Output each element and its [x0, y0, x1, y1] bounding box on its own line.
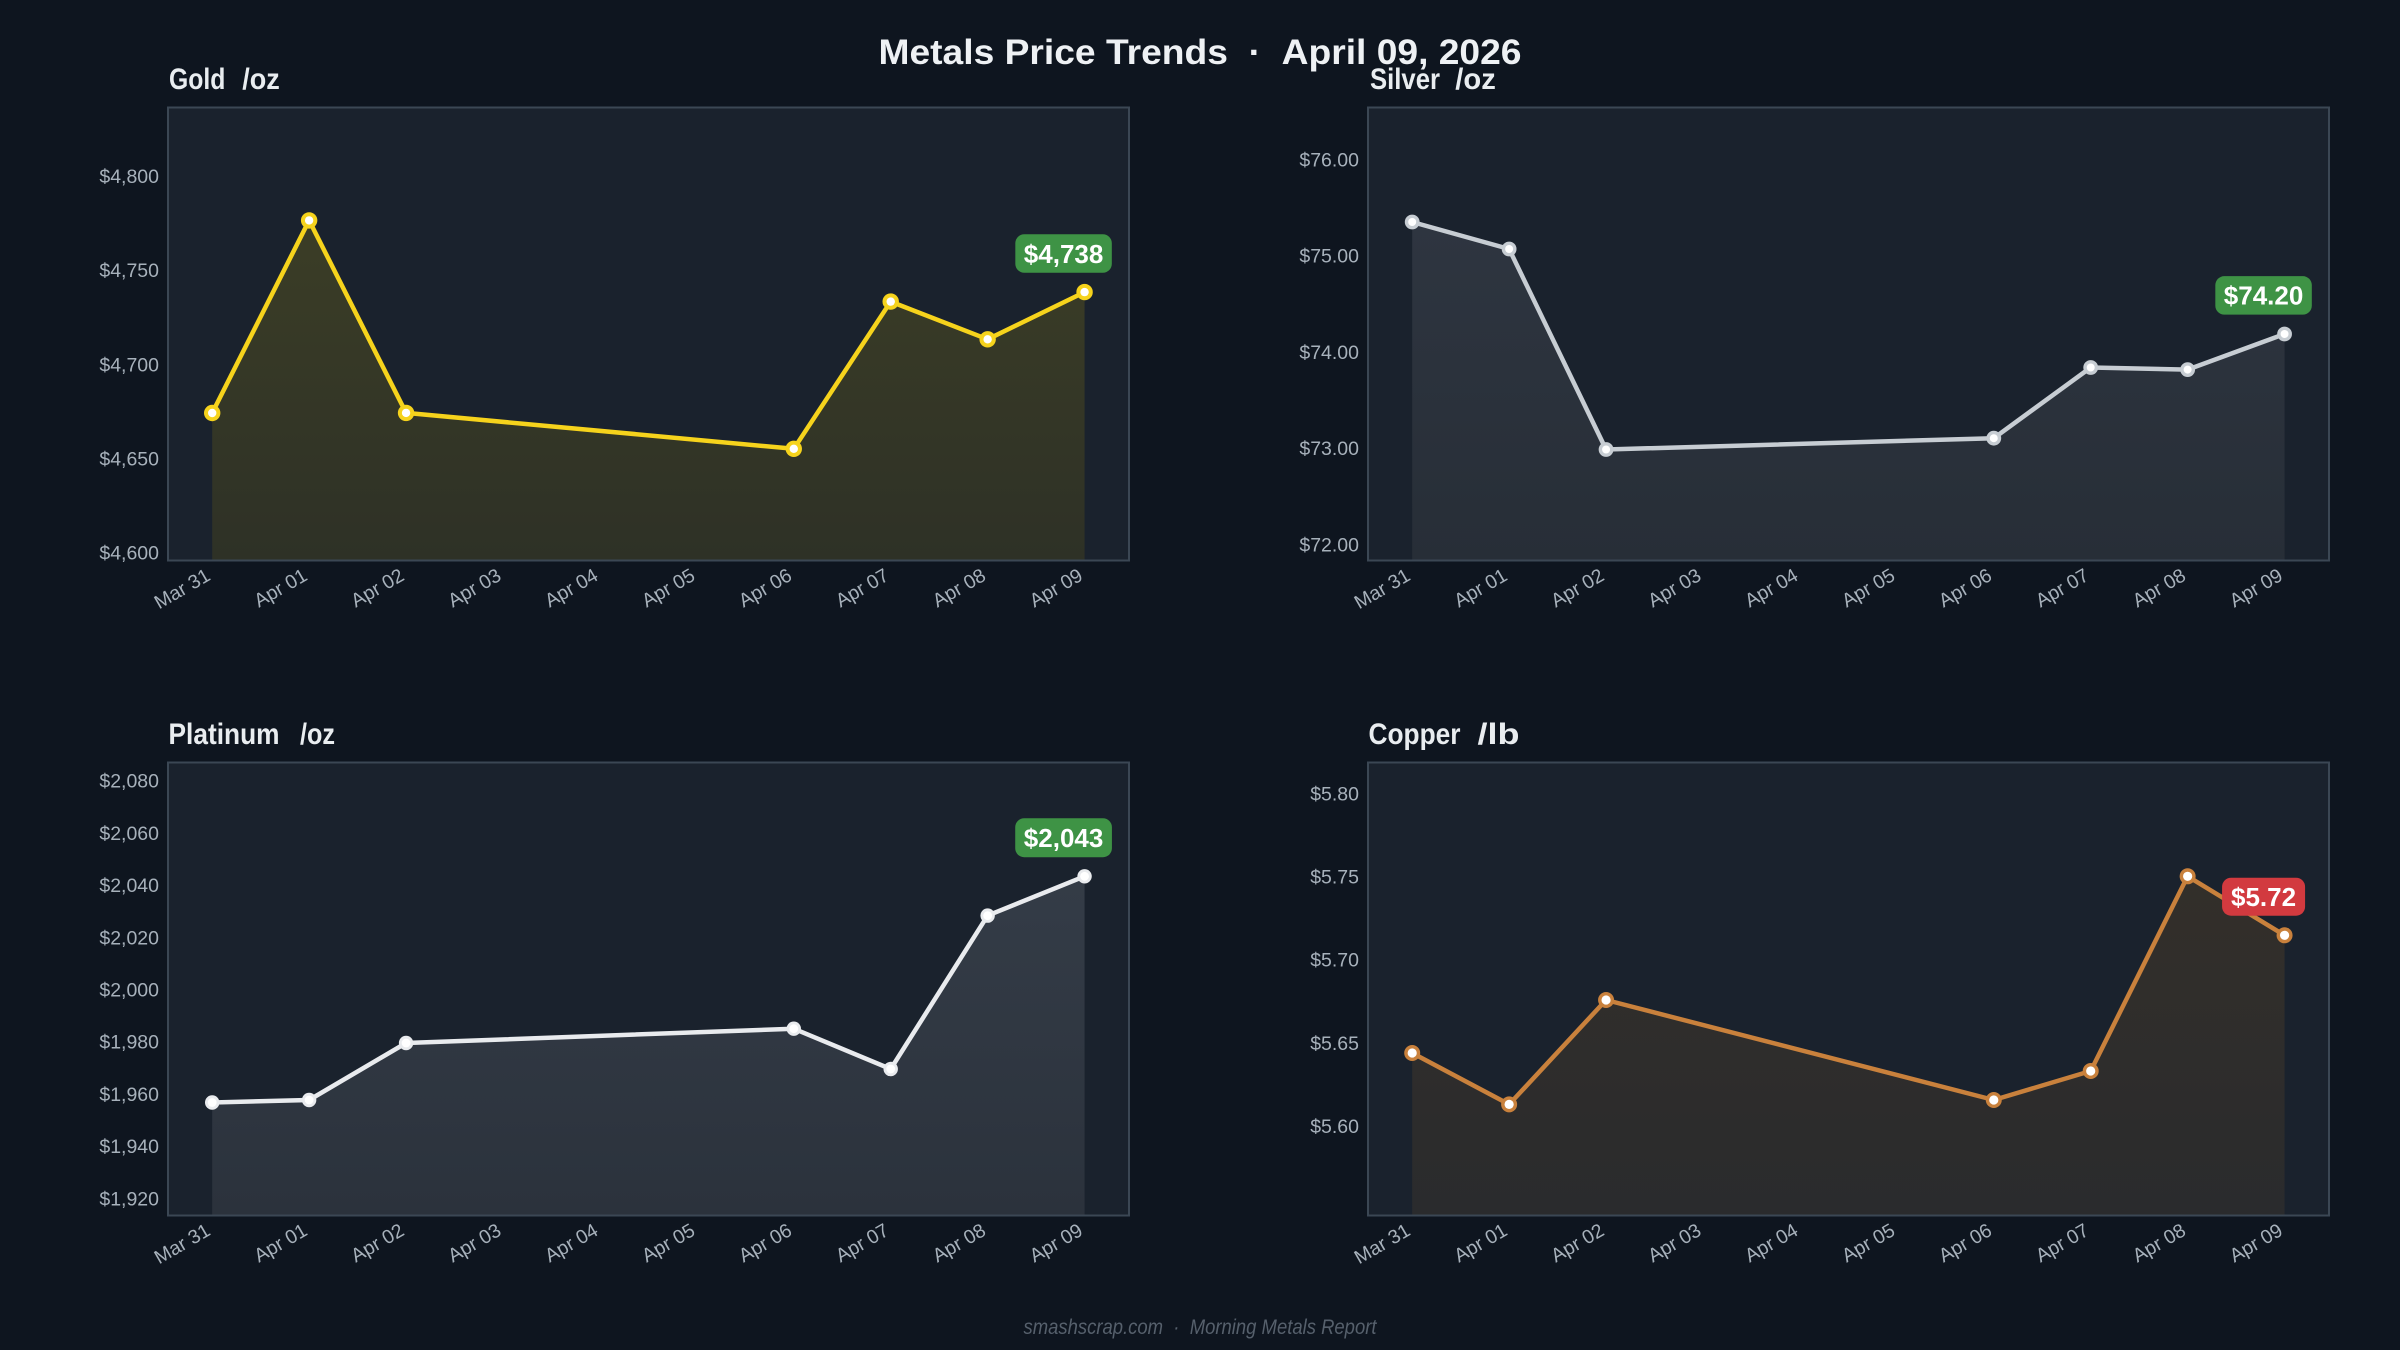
svg-text:Apr 07: Apr 07	[2032, 1219, 2093, 1267]
svg-text:Apr 02: Apr 02	[347, 1219, 408, 1267]
svg-text:Apr 01: Apr 01	[250, 564, 311, 612]
svg-text:Apr 03: Apr 03	[1644, 1219, 1705, 1267]
svg-text:Apr 06: Apr 06	[735, 564, 796, 612]
svg-text:Apr 09: Apr 09	[1026, 564, 1087, 612]
svg-text:$4,800: $4,800	[99, 166, 159, 188]
svg-text:Apr 02: Apr 02	[1547, 1219, 1608, 1267]
svg-text:Mar 31: Mar 31	[1351, 564, 1415, 613]
svg-text:$1,940: $1,940	[99, 1136, 159, 1158]
svg-text:Mar 31: Mar 31	[151, 1219, 215, 1268]
svg-text:Apr 04: Apr 04	[541, 1219, 602, 1267]
svg-text:Apr 08: Apr 08	[929, 564, 990, 612]
svg-text:$2,043: $2,043	[1024, 823, 1104, 853]
svg-text:$5.65: $5.65	[1310, 1033, 1359, 1055]
svg-text:$5.75: $5.75	[1310, 867, 1359, 889]
svg-text:Apr 06: Apr 06	[1935, 1219, 1996, 1267]
svg-text:$74.00: $74.00	[1299, 342, 1359, 364]
svg-text:Apr 08: Apr 08	[2129, 564, 2190, 612]
svg-text:Apr 07: Apr 07	[832, 1219, 893, 1267]
svg-text:$72.00: $72.00	[1299, 534, 1359, 556]
svg-text:Apr 02: Apr 02	[1547, 564, 1608, 612]
svg-text:$4,700: $4,700	[99, 354, 159, 376]
svg-text:$2,000: $2,000	[99, 980, 159, 1002]
svg-text:Apr 03: Apr 03	[444, 1219, 505, 1267]
svg-text:Apr 04: Apr 04	[541, 564, 602, 612]
svg-text:$5.70: $5.70	[1310, 950, 1359, 972]
svg-text:Apr 07: Apr 07	[2032, 564, 2093, 612]
svg-text:Apr 01: Apr 01	[1450, 564, 1511, 612]
svg-text:Apr 01: Apr 01	[250, 1219, 311, 1267]
svg-text:Platinum: Platinum	[169, 718, 280, 751]
svg-text:Apr 04: Apr 04	[1741, 1219, 1802, 1267]
svg-text:$1,980: $1,980	[99, 1032, 159, 1054]
svg-text:Apr 01: Apr 01	[1450, 1219, 1511, 1267]
svg-text:$1,920: $1,920	[99, 1188, 159, 1210]
svg-text:Apr 07: Apr 07	[832, 564, 893, 612]
svg-text:Apr 05: Apr 05	[1838, 1219, 1899, 1267]
svg-text:/oz: /oz	[1455, 63, 1496, 96]
svg-text:$2,080: $2,080	[99, 771, 159, 793]
svg-text:Apr 08: Apr 08	[2129, 1219, 2190, 1267]
svg-text:Apr 09: Apr 09	[1026, 1219, 1087, 1267]
svg-text:Apr 06: Apr 06	[735, 1219, 796, 1267]
svg-text:$2,060: $2,060	[99, 823, 159, 845]
svg-text:Gold: Gold	[169, 63, 225, 96]
svg-text:$76.00: $76.00	[1299, 149, 1359, 171]
svg-text:$2,020: $2,020	[99, 927, 159, 949]
svg-text:$5.72: $5.72	[2231, 882, 2296, 912]
svg-text:Apr 09: Apr 09	[2226, 1219, 2287, 1267]
svg-text:Apr 06: Apr 06	[1935, 564, 1996, 612]
svg-text:$4,600: $4,600	[99, 543, 159, 565]
svg-text:Apr 09: Apr 09	[2226, 564, 2287, 612]
svg-text:Apr 08: Apr 08	[929, 1219, 990, 1267]
svg-text:Apr 05: Apr 05	[638, 1219, 699, 1267]
svg-text:Mar 31: Mar 31	[1351, 1219, 1415, 1268]
svg-text:Apr 03: Apr 03	[1644, 564, 1705, 612]
svg-text:$2,040: $2,040	[99, 875, 159, 897]
svg-text:$74.20: $74.20	[2224, 281, 2304, 311]
svg-text:Apr 05: Apr 05	[638, 564, 699, 612]
svg-text:$73.00: $73.00	[1299, 438, 1359, 460]
svg-text:Apr 02: Apr 02	[347, 564, 408, 612]
svg-text:$1,960: $1,960	[99, 1084, 159, 1106]
svg-text:Mar 31: Mar 31	[151, 564, 215, 613]
svg-text:$4,738: $4,738	[1024, 239, 1104, 269]
svg-text:/oz: /oz	[300, 718, 335, 751]
svg-text:$4,750: $4,750	[99, 260, 159, 282]
svg-text:Silver: Silver	[1370, 63, 1440, 96]
svg-text:Apr 03: Apr 03	[444, 564, 505, 612]
svg-text:smashscrap.com · Morning Met: smashscrap.com · Morning Metals Report	[1024, 1316, 1378, 1339]
svg-text:/oz: /oz	[242, 63, 279, 96]
svg-text:$4,650: $4,650	[99, 448, 159, 470]
svg-text:$5.80: $5.80	[1310, 784, 1359, 806]
svg-text:Copper: Copper	[1369, 718, 1461, 751]
svg-text:/lb: /lb	[1478, 718, 1520, 751]
svg-text:Metals Price Trends · April: Metals Price Trends · April 09, 2026	[879, 33, 1522, 72]
svg-text:$75.00: $75.00	[1299, 246, 1359, 268]
svg-text:Apr 05: Apr 05	[1838, 564, 1899, 612]
svg-text:Apr 04: Apr 04	[1741, 564, 1802, 612]
svg-text:$5.60: $5.60	[1310, 1116, 1359, 1138]
